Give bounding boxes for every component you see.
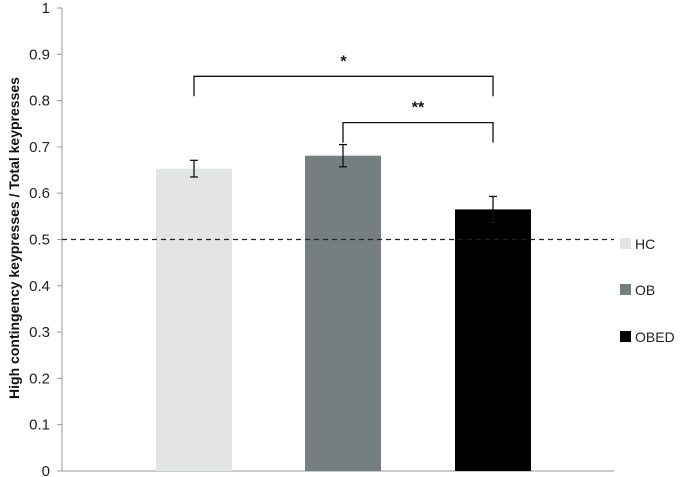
- error-bars-group: [190, 143, 497, 224]
- y-tick-label: 0.4: [29, 278, 50, 295]
- error-bar-hc: [190, 159, 198, 178]
- error-bar-ob: [339, 143, 347, 168]
- bars-group: [156, 155, 531, 471]
- y-tick-label: 0.5: [29, 232, 50, 249]
- legend-label: OB: [635, 282, 655, 298]
- y-tick-label: 0: [42, 463, 50, 477]
- y-axis-ticks: 0 0.1 0.2 0.3 0.4 0.5 0.6 0.7 0.8 0.9 1: [29, 0, 62, 477]
- legend: HC OB OBED: [620, 236, 675, 345]
- legend-swatch: [620, 284, 631, 295]
- y-tick-label: 0.3: [29, 324, 50, 341]
- significance-bracket: *: [193, 53, 494, 97]
- bar-ob: [305, 155, 381, 471]
- legend-label: HC: [635, 236, 655, 252]
- bar-hc: [156, 168, 232, 471]
- y-tick-label: 0.9: [29, 46, 50, 63]
- significance-brackets: ***: [193, 53, 494, 143]
- error-bar-obed: [489, 195, 497, 224]
- y-tick-label: 0.6: [29, 185, 50, 202]
- bar-obed: [455, 209, 531, 471]
- significance-label: **: [412, 100, 425, 117]
- legend-swatch: [620, 238, 631, 249]
- y-tick-label: 1: [42, 0, 50, 17]
- legend-item-ob: OB: [620, 282, 655, 298]
- y-tick-label: 0.8: [29, 93, 50, 110]
- y-axis-label: High contingency keypresses / Total keyp…: [6, 77, 22, 399]
- legend-label: OBED: [635, 329, 675, 345]
- legend-item-hc: HC: [620, 236, 655, 252]
- legend-item-obed: OBED: [620, 329, 675, 345]
- significance-label: *: [340, 53, 347, 70]
- significance-bracket: **: [342, 100, 494, 143]
- legend-swatch: [620, 331, 631, 342]
- y-tick-label: 0.7: [29, 139, 50, 156]
- y-tick-label: 0.1: [29, 417, 50, 434]
- y-tick-label: 0.2: [29, 370, 50, 387]
